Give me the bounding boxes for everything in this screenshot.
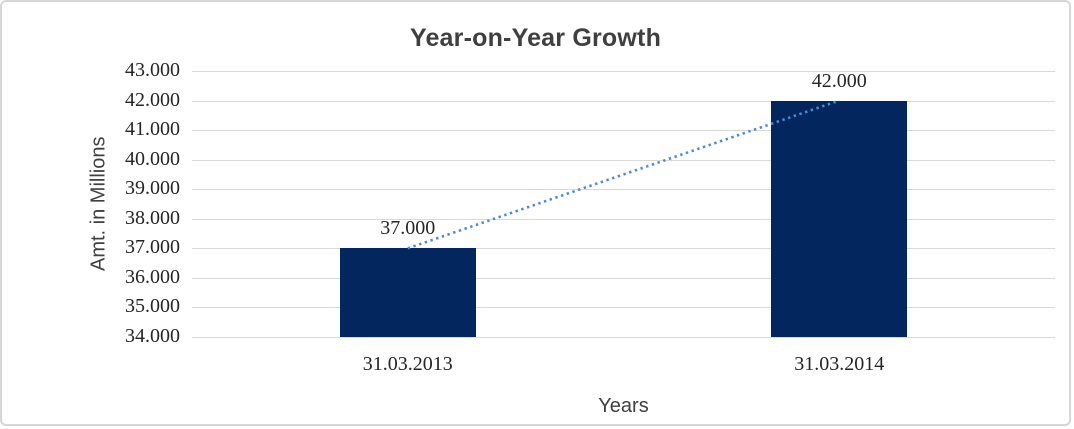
gridline — [192, 189, 1055, 191]
y-tick-label: 39.000 — [125, 177, 180, 200]
y-tick-label: 36.000 — [125, 265, 180, 288]
y-axis-title: Amt. in Millions — [87, 136, 110, 272]
y-tick-label: 41.000 — [125, 118, 180, 141]
bar-value-label: 37.000 — [380, 217, 436, 240]
gridline — [192, 159, 1055, 161]
gridline — [192, 248, 1055, 250]
x-category-label: 31.03.2014 — [794, 353, 885, 375]
x-axis-title: Years — [598, 395, 649, 417]
plot-area: 34.000 35.000 36.000 37.000 38.000 39.000 40.0… — [125, 59, 1055, 375]
trendline — [407, 99, 840, 250]
y-tick-label: 34.000 — [125, 325, 180, 348]
gridline — [192, 71, 1055, 72]
bar-value-label: 42.000 — [811, 69, 867, 92]
y-tick-label: 38.000 — [125, 206, 180, 229]
gridline — [192, 100, 1055, 102]
gridline — [192, 277, 1055, 279]
chart-title: Year-on-Year Growth — [409, 24, 662, 52]
y-tick-label: 43.000 — [125, 59, 180, 82]
bar — [339, 248, 476, 337]
y-tick-label: 42.000 — [125, 88, 180, 111]
y-tick-label: 35.000 — [125, 295, 180, 318]
y-tick-label: 37.000 — [125, 236, 180, 259]
y-tick-label: 40.000 — [125, 147, 180, 170]
bar — [771, 100, 908, 337]
gridline — [192, 218, 1055, 220]
gridline — [192, 337, 1055, 338]
x-category-label: 31.03.2013 — [362, 353, 453, 375]
gridline — [192, 130, 1055, 132]
gridline — [192, 307, 1055, 309]
